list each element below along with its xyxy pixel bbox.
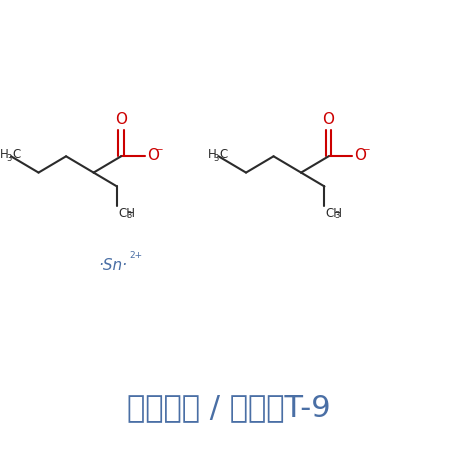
Text: 3: 3 xyxy=(6,154,12,163)
Text: O: O xyxy=(354,148,366,164)
Text: CH: CH xyxy=(118,207,135,220)
Text: −: − xyxy=(155,145,162,154)
Text: C: C xyxy=(220,149,228,161)
Text: H: H xyxy=(0,149,9,161)
Text: C: C xyxy=(12,149,21,161)
Text: O: O xyxy=(323,112,335,127)
Text: H: H xyxy=(207,149,216,161)
Text: 3: 3 xyxy=(127,211,132,220)
Text: O: O xyxy=(147,148,159,164)
Text: −: − xyxy=(362,145,369,154)
Text: 辛酸亚锡 / 有机锡T-9: 辛酸亚锡 / 有机锡T-9 xyxy=(127,393,331,422)
Text: O: O xyxy=(115,112,127,127)
Text: 2+: 2+ xyxy=(129,251,142,260)
Text: 3: 3 xyxy=(214,154,219,163)
Text: ·Sn·: ·Sn· xyxy=(98,257,127,273)
Text: 3: 3 xyxy=(334,211,340,220)
Text: CH: CH xyxy=(326,207,343,220)
